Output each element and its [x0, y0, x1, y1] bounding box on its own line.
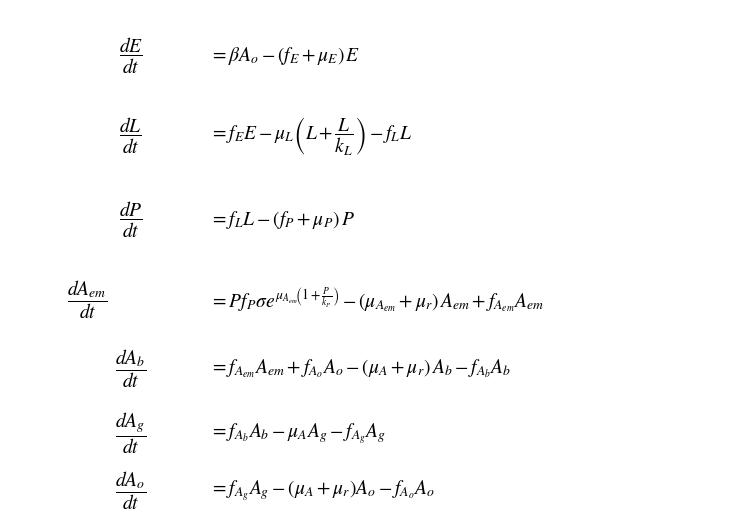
Text: $= f_{A_b} A_b - \mu_A A_g - f_{A_g} A_g$: $= f_{A_b} A_b - \mu_A A_g - f_{A_g} A_g…: [210, 421, 387, 446]
Text: $= f_{A_g} A_g - (\mu_A + \mu_r) A_o - f_{A_o} A_o$: $= f_{A_g} A_g - (\mu_A + \mu_r) A_o - f…: [210, 478, 435, 503]
Text: $\dfrac{dA_g}{dt}$: $\dfrac{dA_g}{dt}$: [115, 411, 146, 456]
Text: $\dfrac{dA_o}{dt}$: $\dfrac{dA_o}{dt}$: [115, 469, 146, 512]
Text: $\dfrac{dP}{dt}$: $\dfrac{dP}{dt}$: [119, 200, 143, 240]
Text: $= f_E E - \mu_L \left(L + \dfrac{L}{k_L}\right) - f_L L$: $= f_E E - \mu_L \left(L + \dfrac{L}{k_L…: [210, 114, 412, 156]
Text: $\dfrac{dL}{dt}$: $\dfrac{dL}{dt}$: [119, 116, 142, 156]
Text: $= \beta A_o - (f_E + \mu_E)\, E$: $= \beta A_o - (f_E + \mu_E)\, E$: [210, 45, 360, 67]
Text: $\dfrac{dA_b}{dt}$: $\dfrac{dA_b}{dt}$: [115, 348, 146, 390]
Text: $= f_L L - (f_P + \mu_P)\, P$: $= f_L L - (f_P + \mu_P)\, P$: [210, 209, 355, 231]
Text: $= f_{A_{em}} A_{em} + f_{A_o} A_o - (\mu_A + \mu_r)\, A_b - f_{A_b} A_b$: $= f_{A_{em}} A_{em} + f_{A_o} A_o - (\m…: [210, 357, 511, 380]
Text: $\dfrac{dA_{em}}{dt}$: $\dfrac{dA_{em}}{dt}$: [67, 278, 107, 321]
Text: $\dfrac{dE}{dt}$: $\dfrac{dE}{dt}$: [118, 36, 143, 76]
Text: $= Pf_P \sigma e^{\mu_{A_{em}}\!\left(1+\frac{P}{k_P}\right)} - (\mu_{A_{em}} + : $= Pf_P \sigma e^{\mu_{A_{em}}\!\left(1+…: [210, 285, 545, 314]
